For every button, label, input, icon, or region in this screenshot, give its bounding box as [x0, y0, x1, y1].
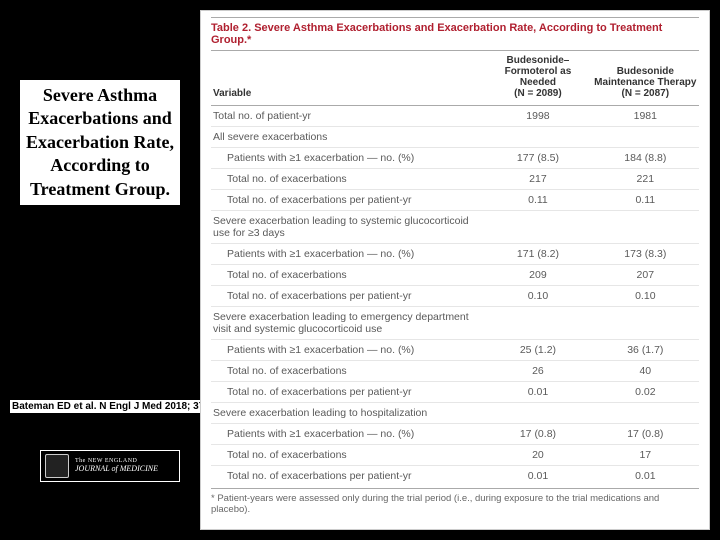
row-value-group2: 0.11 — [592, 190, 699, 211]
row-label: Total no. of exacerbations — [211, 169, 484, 190]
table-row: All severe exacerbations — [211, 127, 699, 148]
table-caption: Table 2. Severe Asthma Exacerbations and… — [211, 17, 699, 50]
row-label: Patients with ≥1 exacerbation — no. (%) — [211, 148, 484, 169]
row-value-group1: 25 (1.2) — [484, 340, 591, 361]
row-value-group2: 184 (8.8) — [592, 148, 699, 169]
row-value-group2: 173 (8.3) — [592, 244, 699, 265]
row-value-group1: 1998 — [484, 106, 591, 127]
table-row: Total no. of exacerbations per patient-y… — [211, 382, 699, 403]
row-label: Patients with ≥1 exacerbation — no. (%) — [211, 244, 484, 265]
citation-text: Bateman ED et al. N Engl J Med 2018; 37 — [10, 400, 206, 413]
table-row: Total no. of exacerbations2640 — [211, 361, 699, 382]
table-row: Total no. of patient-yr19981981 — [211, 106, 699, 127]
row-label: Total no. of patient-yr — [211, 106, 484, 127]
row-label: Total no. of exacerbations — [211, 361, 484, 382]
row-label: Patients with ≥1 exacerbation — no. (%) — [211, 340, 484, 361]
table-figure: Table 2. Severe Asthma Exacerbations and… — [200, 10, 710, 530]
table-row: Severe exacerbation leading to systemic … — [211, 211, 699, 244]
row-value-group1: 17 (0.8) — [484, 424, 591, 445]
left-panel: Severe Asthma Exacerbations and Exacerba… — [0, 0, 200, 540]
row-value-group1: 20 — [484, 445, 591, 466]
table-row: Total no. of exacerbations217221 — [211, 169, 699, 190]
table-row: Patients with ≥1 exacerbation — no. (%)1… — [211, 244, 699, 265]
table-row: Severe exacerbation leading to emergency… — [211, 307, 699, 340]
col-header-group1: Budesonide–Formoterol as Needed (N = 208… — [484, 51, 591, 106]
row-label: Patients with ≥1 exacerbation — no. (%) — [211, 424, 484, 445]
row-label: Severe exacerbation leading to emergency… — [211, 307, 484, 340]
col-header-variable: Variable — [211, 51, 484, 106]
row-value-group2: 0.10 — [592, 286, 699, 307]
table-row: Severe exacerbation leading to hospitali… — [211, 403, 699, 424]
table-header-row: Variable Budesonide–Formoterol as Needed… — [211, 51, 699, 106]
row-value-group2 — [592, 211, 699, 244]
row-value-group1 — [484, 127, 591, 148]
table-row: Patients with ≥1 exacerbation — no. (%)1… — [211, 424, 699, 445]
row-value-group1: 0.01 — [484, 466, 591, 487]
row-label: All severe exacerbations — [211, 127, 484, 148]
row-label: Total no. of exacerbations per patient-y… — [211, 190, 484, 211]
row-value-group2: 40 — [592, 361, 699, 382]
table-row: Patients with ≥1 exacerbation — no. (%)1… — [211, 148, 699, 169]
row-value-group2: 0.01 — [592, 466, 699, 487]
row-label: Total no. of exacerbations per patient-y… — [211, 466, 484, 487]
row-label: Total no. of exacerbations per patient-y… — [211, 382, 484, 403]
row-label: Total no. of exacerbations per patient-y… — [211, 286, 484, 307]
table-body: Total no. of patient-yr19981981All sever… — [211, 106, 699, 487]
table-footnote: * Patient-years were assessed only durin… — [211, 488, 699, 515]
row-value-group2: 221 — [592, 169, 699, 190]
table-row: Patients with ≥1 exacerbation — no. (%)2… — [211, 340, 699, 361]
table-row: Total no. of exacerbations2017 — [211, 445, 699, 466]
slide-title: Severe Asthma Exacerbations and Exacerba… — [20, 80, 180, 205]
table-row: Total no. of exacerbations per patient-y… — [211, 286, 699, 307]
row-label: Total no. of exacerbations — [211, 445, 484, 466]
row-value-group2: 36 (1.7) — [592, 340, 699, 361]
row-value-group2 — [592, 403, 699, 424]
row-value-group1: 0.11 — [484, 190, 591, 211]
row-value-group2 — [592, 127, 699, 148]
row-value-group2: 0.02 — [592, 382, 699, 403]
row-value-group2: 17 — [592, 445, 699, 466]
row-value-group1: 0.10 — [484, 286, 591, 307]
nejm-logo: The NEW ENGLAND JOURNAL of MEDICINE — [40, 450, 180, 482]
row-value-group2: 207 — [592, 265, 699, 286]
row-value-group1 — [484, 211, 591, 244]
nejm-logo-text: The NEW ENGLAND JOURNAL of MEDICINE — [75, 458, 158, 473]
row-value-group1: 0.01 — [484, 382, 591, 403]
row-value-group1 — [484, 307, 591, 340]
row-value-group1: 171 (8.2) — [484, 244, 591, 265]
row-value-group1: 26 — [484, 361, 591, 382]
row-value-group1: 209 — [484, 265, 591, 286]
col-header-group2: Budesonide Maintenance Therapy (N = 2087… — [592, 51, 699, 106]
data-table: Variable Budesonide–Formoterol as Needed… — [211, 50, 699, 486]
table-row: Total no. of exacerbations209207 — [211, 265, 699, 286]
row-value-group1: 217 — [484, 169, 591, 190]
nejm-seal-icon — [45, 454, 69, 478]
row-value-group1 — [484, 403, 591, 424]
table-row: Total no. of exacerbations per patient-y… — [211, 190, 699, 211]
row-value-group1: 177 (8.5) — [484, 148, 591, 169]
table-row: Total no. of exacerbations per patient-y… — [211, 466, 699, 487]
row-label: Total no. of exacerbations — [211, 265, 484, 286]
row-value-group2 — [592, 307, 699, 340]
row-label: Severe exacerbation leading to systemic … — [211, 211, 484, 244]
row-value-group2: 1981 — [592, 106, 699, 127]
row-value-group2: 17 (0.8) — [592, 424, 699, 445]
row-label: Severe exacerbation leading to hospitali… — [211, 403, 484, 424]
